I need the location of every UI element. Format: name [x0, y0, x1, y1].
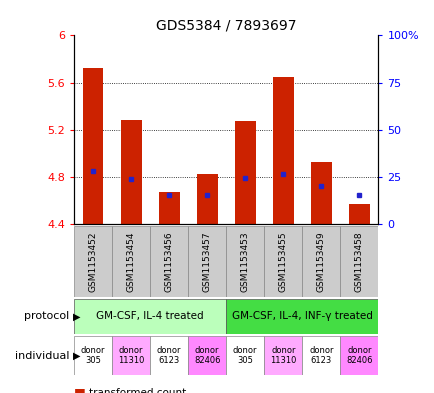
Bar [339, 226, 378, 297]
Text: GSM1153458: GSM1153458 [354, 231, 363, 292]
Bar [339, 336, 378, 375]
Bar [348, 204, 369, 224]
Bar [263, 226, 302, 297]
Bar [234, 121, 255, 224]
Bar [226, 226, 263, 297]
Text: GM-CSF, IL-4, INF-γ treated: GM-CSF, IL-4, INF-γ treated [231, 311, 372, 321]
Bar [150, 226, 188, 297]
Text: donor
6123: donor 6123 [309, 346, 333, 365]
Text: donor
11310: donor 11310 [270, 346, 296, 365]
Bar [158, 192, 179, 224]
Bar [263, 336, 302, 375]
Text: ▶: ▶ [73, 351, 80, 361]
Text: GSM1153459: GSM1153459 [316, 231, 325, 292]
Bar [74, 226, 112, 297]
Bar [226, 299, 378, 334]
Text: donor
11310: donor 11310 [118, 346, 144, 365]
Text: donor
82406: donor 82406 [345, 346, 372, 365]
Text: GSM1153456: GSM1153456 [164, 231, 173, 292]
Bar [120, 120, 141, 224]
Bar [196, 174, 217, 224]
Text: donor
305: donor 305 [81, 346, 105, 365]
Text: GSM1153457: GSM1153457 [202, 231, 211, 292]
Bar [112, 226, 150, 297]
Text: ▶: ▶ [73, 311, 80, 321]
Bar [310, 162, 331, 224]
Bar [150, 336, 188, 375]
Text: GM-CSF, IL-4 treated: GM-CSF, IL-4 treated [96, 311, 204, 321]
Bar [302, 336, 339, 375]
Text: donor
305: donor 305 [233, 346, 257, 365]
Bar [112, 336, 150, 375]
Bar [188, 226, 226, 297]
Text: protocol: protocol [24, 311, 69, 321]
Text: GSM1153455: GSM1153455 [278, 231, 287, 292]
Title: GDS5384 / 7893697: GDS5384 / 7893697 [156, 19, 296, 33]
Bar [226, 336, 263, 375]
Bar [74, 299, 226, 334]
Bar [302, 226, 339, 297]
Bar [188, 336, 226, 375]
Bar [74, 336, 112, 375]
Bar [82, 68, 103, 224]
Text: GSM1153452: GSM1153452 [88, 231, 97, 292]
Text: ■: ■ [74, 386, 85, 393]
Text: donor
6123: donor 6123 [157, 346, 181, 365]
Text: individual: individual [15, 351, 69, 361]
Text: GSM1153454: GSM1153454 [126, 231, 135, 292]
Text: GSM1153453: GSM1153453 [240, 231, 249, 292]
Bar [272, 77, 293, 224]
Text: transformed count: transformed count [89, 388, 186, 393]
Text: donor
82406: donor 82406 [194, 346, 220, 365]
